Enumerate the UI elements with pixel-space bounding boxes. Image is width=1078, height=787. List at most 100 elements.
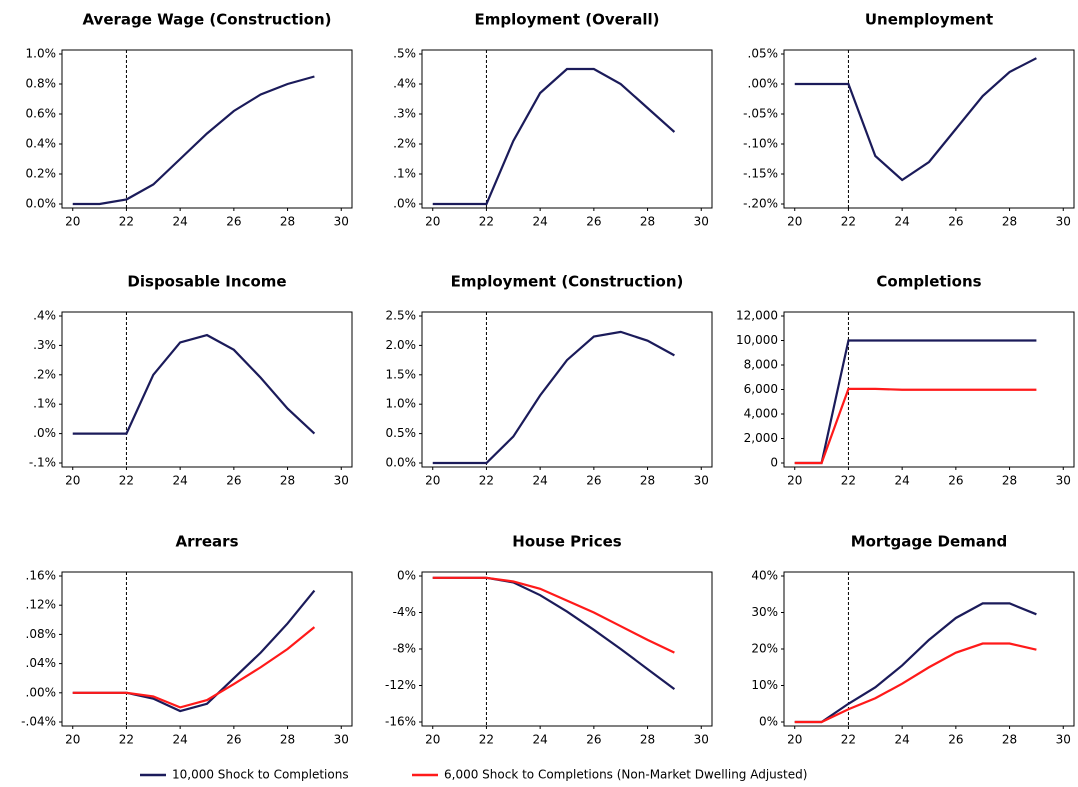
y-tick-label: -.04% — [21, 715, 56, 729]
x-tick-label: 26 — [226, 474, 241, 488]
x-tick-label: 24 — [173, 474, 188, 488]
y-tick-label: -.1% — [29, 456, 56, 470]
x-tick-label: 24 — [173, 733, 188, 747]
x-tick-label: 26 — [586, 474, 601, 488]
y-tick-label: .0% — [393, 197, 416, 211]
x-tick-label: 30 — [694, 474, 709, 488]
y-tick-label: .4% — [33, 309, 56, 323]
y-tick-label: .08% — [26, 627, 57, 641]
plot-frame — [61, 49, 353, 209]
plot-frame — [421, 49, 713, 209]
y-tick-label: .3% — [33, 338, 56, 352]
plot-frame — [61, 311, 353, 468]
series-line — [72, 75, 315, 206]
y-tick-label: -.10% — [743, 137, 778, 151]
x-tick-label: 26 — [226, 215, 241, 229]
y-tick-label: 1.0% — [26, 47, 57, 61]
x-tick-label: 20 — [425, 733, 440, 747]
x-tick-label: 26 — [948, 733, 963, 747]
x-tick-label: 22 — [119, 733, 134, 747]
chart-title: Employment (Construction) — [451, 273, 684, 291]
x-tick-label: 30 — [334, 474, 349, 488]
y-tick-label: 0.0% — [26, 197, 57, 211]
series-line — [432, 330, 675, 465]
y-tick-label: 0.6% — [26, 107, 57, 121]
y-tick-label: -.15% — [743, 167, 778, 181]
x-tick-label: 28 — [280, 733, 295, 747]
y-tick-label: .04% — [26, 656, 57, 670]
legend-label: 6,000 Shock to Completions (Non-Market D… — [444, 768, 807, 782]
y-tick-label: .00% — [748, 77, 779, 91]
x-tick-label: 28 — [280, 474, 295, 488]
series-line — [794, 57, 1037, 182]
chart-title: Arrears — [175, 533, 238, 551]
x-tick-label: 22 — [119, 474, 134, 488]
y-tick-label: .05% — [748, 47, 779, 61]
chart-title: Completions — [876, 273, 981, 291]
y-tick-label: .3% — [393, 107, 416, 121]
y-tick-label: -4% — [393, 605, 416, 619]
y-tick-label: .0% — [33, 426, 56, 440]
series-line — [432, 576, 675, 654]
y-tick-label: 40% — [751, 569, 778, 583]
x-tick-label: 24 — [533, 215, 548, 229]
y-tick-label: 1.5% — [386, 367, 417, 381]
plot-frame — [783, 49, 1075, 209]
y-tick-label: 30% — [751, 605, 778, 619]
x-tick-label: 20 — [65, 215, 80, 229]
y-tick-label: 4,000 — [744, 407, 778, 421]
x-tick-label: 30 — [1056, 474, 1071, 488]
y-tick-label: 12,000 — [736, 309, 778, 323]
x-tick-label: 24 — [173, 215, 188, 229]
y-tick-label: 10,000 — [736, 333, 778, 347]
series-line — [794, 602, 1037, 724]
x-tick-label: 28 — [1002, 474, 1017, 488]
y-tick-label: 2.5% — [386, 309, 417, 323]
y-tick-label: .2% — [393, 137, 416, 151]
y-tick-label: .16% — [26, 569, 57, 583]
x-tick-label: 26 — [586, 733, 601, 747]
chart-title: House Prices — [512, 533, 621, 551]
x-tick-label: 26 — [586, 215, 601, 229]
x-tick-label: 20 — [425, 474, 440, 488]
x-tick-label: 24 — [533, 733, 548, 747]
chart-title: Disposable Income — [127, 273, 286, 291]
y-tick-label: 10% — [751, 678, 778, 692]
x-tick-label: 20 — [65, 733, 80, 747]
x-tick-label: 28 — [1002, 215, 1017, 229]
y-tick-label: 0% — [397, 569, 416, 583]
y-tick-label: .1% — [393, 167, 416, 181]
chart-title: Employment (Overall) — [475, 11, 660, 29]
x-tick-label: 30 — [334, 215, 349, 229]
legend-label: 10,000 Shock to Completions — [172, 768, 349, 782]
x-tick-label: 28 — [640, 733, 655, 747]
y-tick-label: -12% — [385, 678, 416, 692]
chart-title: Mortgage Demand — [851, 533, 1008, 551]
y-tick-label: .1% — [33, 397, 56, 411]
y-tick-label: .5% — [393, 47, 416, 61]
x-tick-label: 26 — [948, 474, 963, 488]
x-tick-label: 28 — [280, 215, 295, 229]
x-tick-label: 20 — [65, 474, 80, 488]
x-tick-label: 28 — [1002, 733, 1017, 747]
x-tick-label: 26 — [226, 733, 241, 747]
x-tick-label: 20 — [787, 733, 802, 747]
x-tick-label: 22 — [479, 733, 494, 747]
series-line — [794, 339, 1037, 465]
x-tick-label: 26 — [948, 215, 963, 229]
plot-frame — [61, 571, 353, 727]
x-tick-label: 28 — [640, 474, 655, 488]
x-tick-label: 24 — [895, 733, 910, 747]
y-tick-label: 8,000 — [744, 358, 778, 372]
x-tick-label: 24 — [533, 474, 548, 488]
y-tick-label: .00% — [26, 685, 57, 699]
chart-title: Unemployment — [865, 11, 993, 29]
y-tick-label: 0.4% — [26, 137, 57, 151]
y-tick-label: 6,000 — [744, 382, 778, 396]
x-tick-label: 30 — [694, 215, 709, 229]
series-line — [794, 387, 1037, 465]
x-tick-label: 22 — [479, 215, 494, 229]
x-tick-label: 20 — [787, 474, 802, 488]
y-tick-label: 0.8% — [26, 77, 57, 91]
